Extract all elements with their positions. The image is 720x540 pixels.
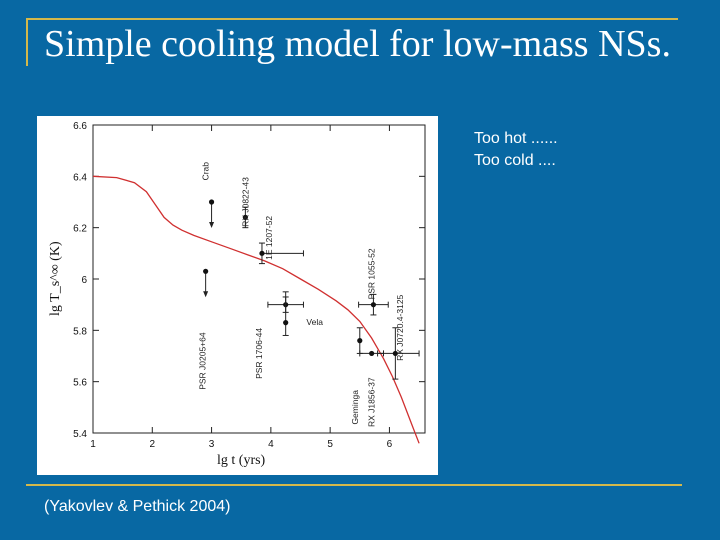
crab-label: Crab — [201, 162, 211, 181]
vela-label: Vela — [306, 317, 323, 327]
x-tick-label: 1 — [90, 439, 96, 450]
frame-top-line — [26, 18, 678, 20]
rx-j0822-43-point — [242, 214, 248, 220]
y-axis-label: lg T_s^∞ (K) — [48, 241, 63, 316]
rx-j0720-4-3125-label: RX J0720.4-3125 — [395, 294, 405, 360]
y-tick-label: 5.8 — [73, 326, 87, 337]
y-tick-label: 6.6 — [73, 121, 87, 132]
note-too-hot: Too hot ...... — [474, 130, 558, 147]
notes-block: Too hot ...... Too cold .... — [474, 128, 558, 172]
cooling-curve-line — [92, 175, 420, 444]
vela-point — [283, 320, 289, 326]
frame-bottom-line — [26, 484, 682, 486]
x-tick-label: 3 — [209, 439, 215, 450]
rx-j0720-4-3125-point — [392, 350, 398, 357]
slide-title: Simple cooling model for low-mass NSs. — [44, 23, 671, 65]
y-tick-label: 6.4 — [73, 172, 87, 183]
1e-1207-52-point — [259, 250, 265, 256]
rx-j0822-43-label: RX J0822-43 — [240, 177, 250, 227]
psr-1055-52-label: PSR 1055-52 — [367, 248, 377, 299]
1e-1207-52-label: 1E 1207-52 — [264, 216, 274, 260]
psr-1055-52-point — [370, 302, 377, 308]
x-axis-label: lg t (yrs) — [217, 453, 266, 468]
note-too-cold: Too cold .... — [474, 152, 556, 169]
y-tick-label: 5.4 — [73, 429, 87, 440]
y-tick-label: 6.2 — [73, 224, 87, 235]
rx-j1856-37-point — [369, 350, 375, 357]
cooling-plot: 1 2 3 4 5 6 5.4 5.6 5.8 6 6.2 6.4 6.6 Crab RX J0822-4… — [37, 116, 438, 475]
geminga-point — [357, 338, 363, 344]
crab-arrowhead — [209, 222, 215, 228]
crab-point — [208, 199, 215, 205]
x-tick-label: 6 — [387, 439, 393, 450]
citation: (Yakovlev & Pethick 2004) — [44, 498, 231, 515]
geminga-label: Geminga — [350, 390, 360, 425]
rx-j1856-37-label: RX J1856-37 — [367, 377, 377, 427]
psr-j0205-64-arrowhead — [203, 291, 209, 298]
frame-left-line — [26, 18, 28, 66]
psr-j0205-64-label: PSR J0205+64 — [198, 332, 208, 390]
psr-1706-44-label: PSR 1706-44 — [254, 328, 264, 379]
cooling-chart-svg: 1 2 3 4 5 6 5.4 5.6 5.8 6 6.2 6.4 6.6 Crab RX J0822-4… — [48, 121, 426, 468]
x-tick-label: 2 — [150, 439, 156, 450]
psr-j0205-64-point — [203, 268, 209, 274]
x-tick-label: 5 — [327, 439, 333, 450]
y-tick-label: 6 — [81, 275, 87, 286]
y-tick-label: 5.6 — [73, 378, 87, 389]
x-tick-label: 4 — [268, 439, 274, 450]
